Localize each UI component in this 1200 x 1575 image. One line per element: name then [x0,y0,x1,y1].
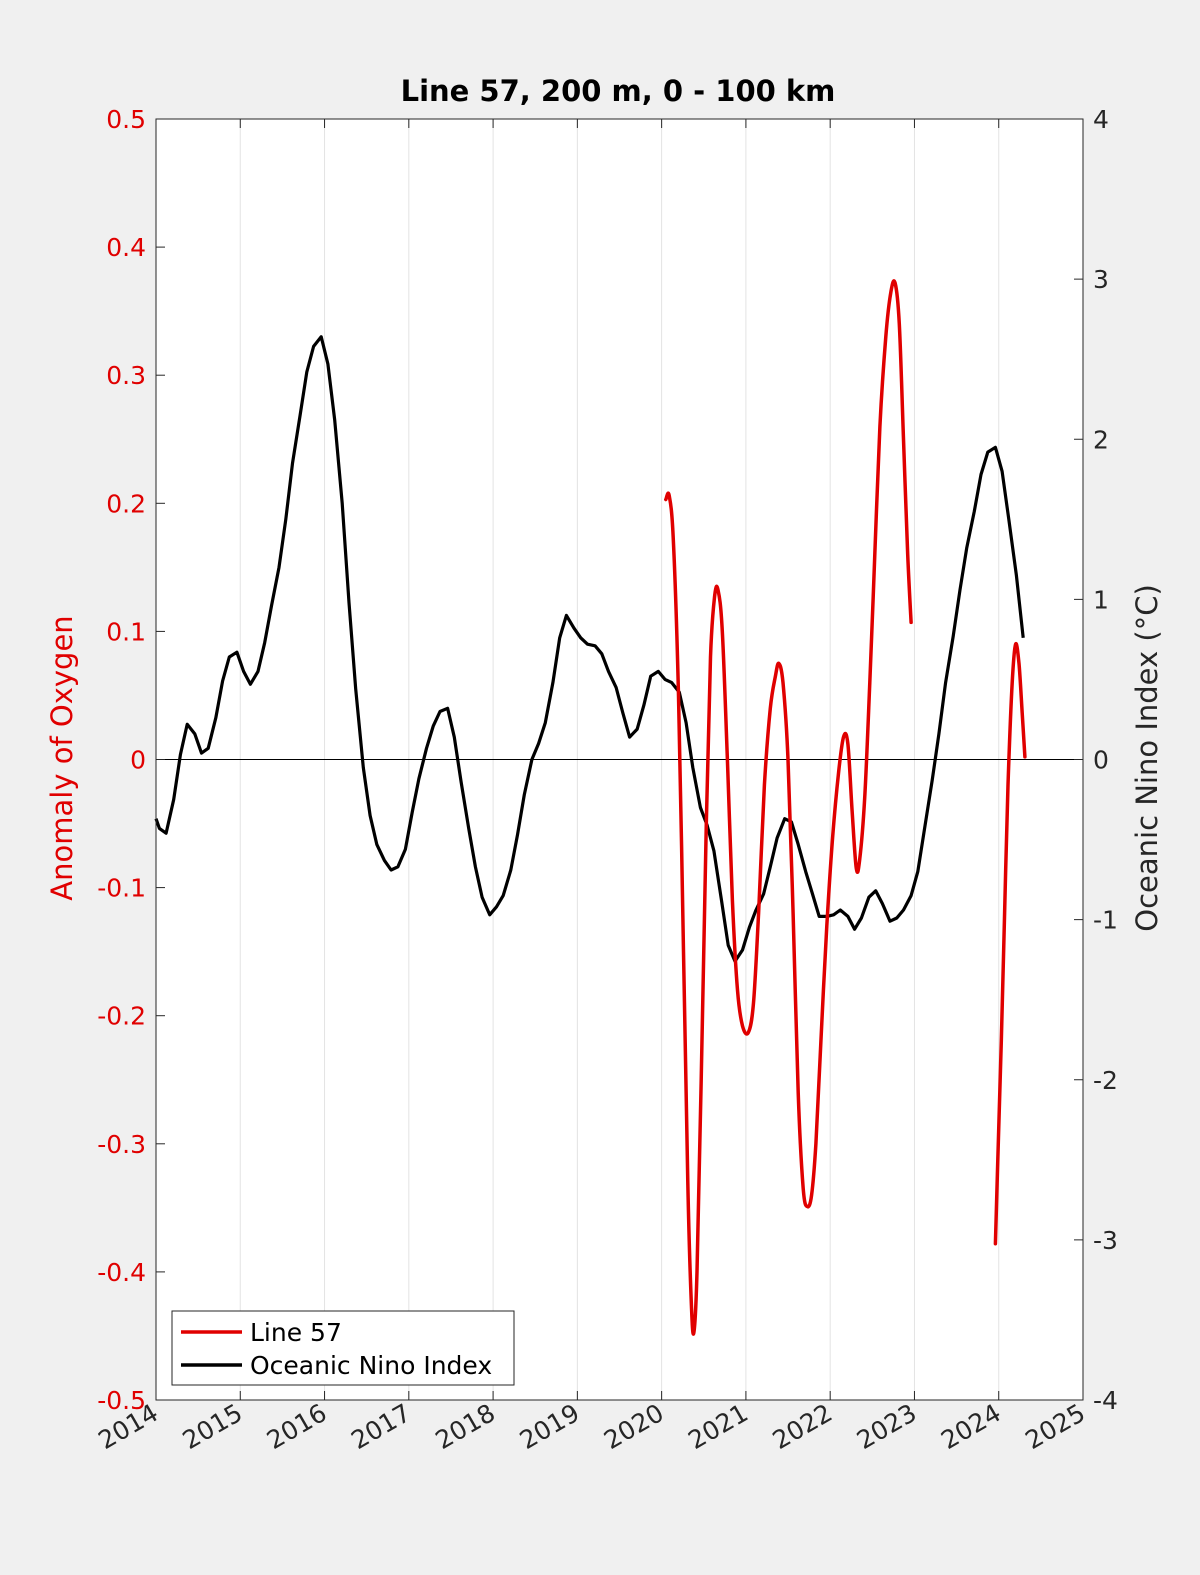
left-y-tick-label: 0.1 [106,617,146,646]
left-y-tick-label: -0.3 [97,1130,146,1159]
left-y-tick-label: -0.5 [97,1386,146,1415]
right-y-tick-label: 2 [1093,425,1109,454]
series-line-line-57 [993,641,1027,1246]
left-y-tick-label: 0.5 [106,105,146,134]
right-y-tick-label: 4 [1093,105,1109,134]
x-tick-label: 2020 [599,1398,669,1455]
left-y-tick-label: 0 [130,746,146,775]
x-tick-label: 2018 [430,1398,500,1455]
x-tick-label: 2016 [262,1398,332,1455]
x-tick-label: 2021 [683,1398,753,1455]
left-y-axis: -0.5 -0.4 -0.3 -0.2 -0.1 0 0.1 0.2 0.3 0.4 0.5 [97,105,165,1415]
x-tick-label: 2023 [852,1398,922,1455]
left-y-tick-label: 0.4 [106,233,146,262]
right-y-tick-label: 3 [1093,265,1109,294]
x-tick-label: 2024 [936,1398,1006,1455]
legend-label-line57: Line 57 [250,1318,342,1347]
legend: Line 57 Oceanic Nino Index [171,1310,515,1386]
series-line-oceanic-nino-index [154,335,1025,963]
right-y-tick-label: 0 [1093,746,1109,775]
x-tick-label: 2019 [515,1398,585,1455]
right-axis-label: Oceanic Nino Index (°C) [1130,584,1164,932]
right-y-axis: -4 -3 -2 -1 0 1 2 3 4 [1074,105,1118,1415]
left-y-tick-label: -0.2 [97,1002,146,1031]
right-y-tick-label: -4 [1093,1386,1118,1415]
left-y-tick-label: -0.4 [97,1258,146,1287]
left-y-tick-label: -0.1 [97,874,146,903]
legend-box [171,1310,515,1386]
right-y-tick-label: 1 [1093,585,1109,614]
x-tick-label: 2015 [178,1398,248,1455]
left-y-tick-label: 0.3 [106,361,146,390]
left-axis-label: Anomaly of Oxygen [45,615,79,900]
x-tick-label: 2025 [1020,1398,1090,1455]
series-line-line-57 [664,279,913,1336]
right-y-tick-label: -2 [1093,1066,1118,1095]
right-y-tick-label: -1 [1093,906,1118,935]
series-layer [154,279,1027,1336]
right-y-tick-label: -3 [1093,1226,1118,1255]
x-tick-label: 2022 [768,1398,838,1455]
x-tick-label: 2017 [346,1398,416,1455]
left-y-tick-label: 0.2 [106,489,146,518]
legend-label-oni: Oceanic Nino Index [250,1351,492,1380]
chart-title: Line 57, 200 m, 0 - 100 km [401,74,836,108]
